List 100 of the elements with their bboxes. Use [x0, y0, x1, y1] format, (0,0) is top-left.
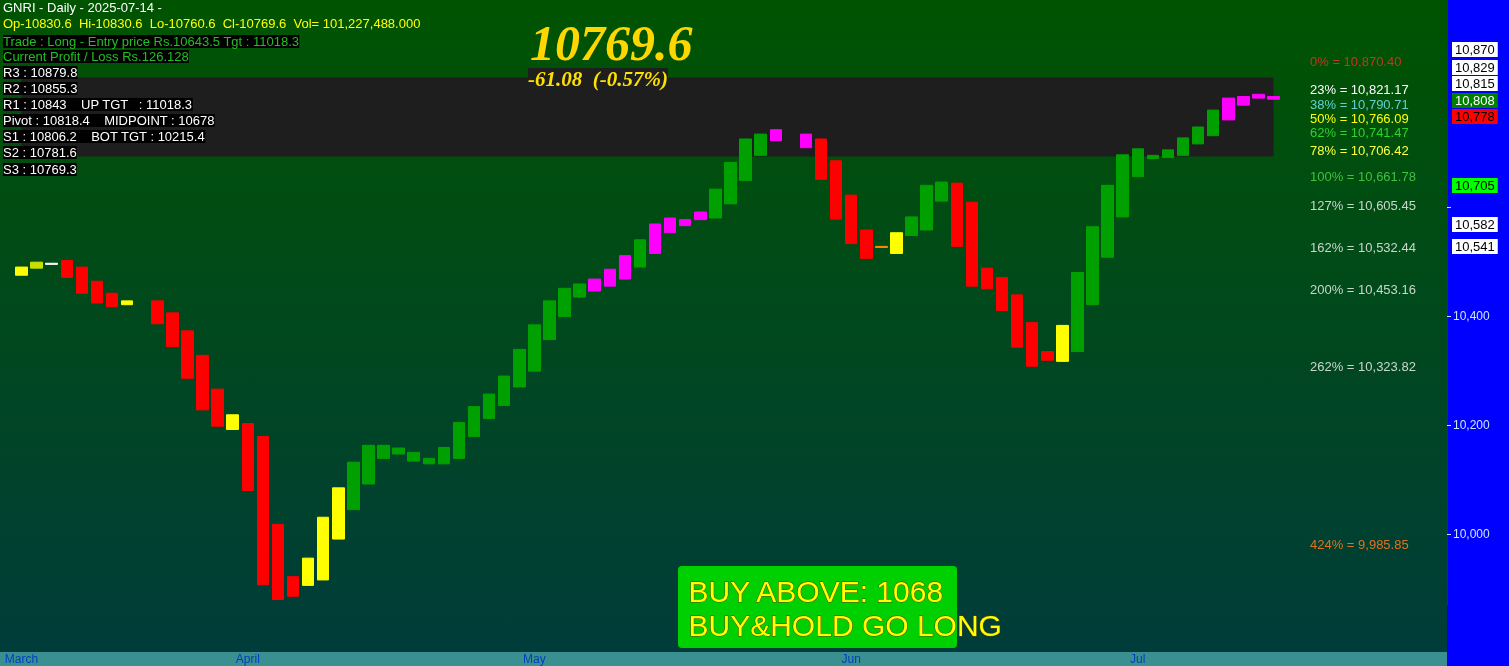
annotation: 424% = 9,985.85 — [1310, 537, 1409, 552]
annotation: R3 : 10879.8 — [3, 65, 78, 80]
x-tick-label: Jun — [841, 652, 861, 666]
candlestick — [272, 523, 284, 601]
candlestick — [1116, 154, 1129, 218]
candlestick — [1011, 294, 1023, 348]
x-tick-label: March — [4, 652, 39, 666]
y-tick-label: 10,000 — [1453, 527, 1491, 542]
candlestick — [709, 188, 722, 219]
annotation: 78% = 10,706.42 — [1310, 143, 1409, 158]
annotation: Current Profit / Loss Rs.126.128 — [3, 49, 189, 64]
candlestick — [996, 276, 1008, 312]
annotation: 50% = 10,766.09 — [1310, 111, 1409, 126]
candlestick — [15, 266, 28, 276]
candlestick — [1147, 154, 1159, 160]
candlestick — [966, 201, 978, 287]
candlestick — [815, 138, 827, 180]
candlestick — [981, 267, 993, 290]
text: 10,815 — [1455, 76, 1495, 91]
text: 10,778 — [1455, 109, 1495, 124]
candlestick — [875, 245, 888, 248]
annotation: R1 : 10843 UP TGT : 11018.3 — [3, 97, 193, 112]
text: 10,808 — [1455, 93, 1495, 108]
candlestick — [920, 184, 933, 231]
candlestick — [196, 354, 209, 411]
candlestick — [845, 194, 857, 245]
candlestick — [1222, 97, 1235, 121]
candlestick — [1207, 109, 1219, 137]
candlestick — [724, 161, 737, 205]
x-tick-label: May — [523, 652, 546, 666]
candlestick — [1026, 322, 1038, 367]
candlestick — [739, 138, 752, 181]
candlestick — [543, 300, 556, 341]
candlestick — [619, 255, 631, 280]
annotation: BUY ABOVE: 1068 — [688, 575, 944, 608]
candlestick — [407, 451, 420, 462]
x-tick-label: Jul — [1130, 652, 1146, 666]
candlestick — [151, 300, 164, 325]
candlestick — [1162, 149, 1174, 159]
candlestick — [649, 223, 661, 254]
candlestick — [604, 268, 616, 287]
candlestick — [800, 133, 812, 149]
candlestick — [1071, 272, 1084, 353]
candlestick — [423, 457, 435, 465]
text: 10,705 — [1455, 178, 1495, 193]
annotation: S2 : 10781.6 — [3, 145, 77, 160]
annotation: 62% = 10,741.47 — [1310, 125, 1409, 140]
annotation: R2 : 10855.3 — [3, 81, 78, 96]
candlestick — [573, 283, 586, 298]
candlestick — [679, 219, 691, 227]
candlestick — [1132, 148, 1144, 178]
annotation: S1 : 10806.2 BOT TGT : 10215.4 — [3, 129, 205, 144]
candlestick — [1237, 95, 1250, 106]
candlestick — [1192, 126, 1204, 145]
candlestick — [257, 436, 269, 586]
annotation: 38% = 10,790.71 — [1310, 97, 1409, 112]
candlestick — [1056, 324, 1069, 362]
annotation: -61.08 (-0.57%) — [528, 66, 668, 91]
candlestick — [483, 393, 495, 420]
annotation: 200% = 10,453.16 — [1310, 282, 1416, 297]
candlestick — [317, 516, 329, 581]
candlestick — [45, 262, 58, 265]
candlestick — [242, 423, 254, 492]
candlestick — [664, 217, 676, 234]
candlestick — [106, 292, 118, 308]
candlestick — [770, 129, 782, 142]
candlestick — [287, 576, 299, 597]
candlestick — [694, 211, 707, 221]
annotation: 100% = 10,661.78 — [1310, 169, 1416, 184]
candlestick — [905, 216, 918, 236]
candlestick — [226, 414, 239, 430]
candlestick — [935, 181, 948, 202]
candlestick — [513, 348, 526, 388]
candlestick — [558, 287, 571, 318]
text: Op-10830.6 Hi-10830.6 Lo-10760.6 Cl-10769.6 Vol= 101,227,488.000 — [3, 16, 421, 31]
annotation: Pivot : 10818.4 MIDPOINT : 10678 — [3, 113, 215, 128]
candlestick — [181, 330, 194, 379]
annotation: 262% = 10,323.82 — [1310, 359, 1416, 374]
candlestick — [302, 557, 314, 586]
y-tick-label: 10,200 — [1453, 418, 1491, 433]
candlestick — [453, 421, 465, 459]
annotation: 0% = 10,870.40 — [1310, 54, 1402, 69]
candlestick — [1041, 351, 1054, 361]
candlestick — [166, 312, 179, 348]
candlestick — [30, 261, 43, 269]
candlestick — [347, 461, 360, 511]
x-tick-label: April — [235, 652, 260, 666]
candlestick — [332, 487, 345, 540]
candlestick — [1267, 95, 1280, 100]
candlestick — [76, 266, 88, 294]
annotation: S3 : 10769.3 — [3, 162, 77, 177]
annotation: Trade : Long - Entry price Rs.10643.5 Tgt : 11018.3 — [3, 34, 300, 49]
candlestick — [588, 278, 601, 292]
chart-title: GNRI - Daily - 2025-07-14 - — [3, 0, 162, 15]
candlestick — [498, 375, 510, 407]
candlestick — [1101, 184, 1114, 258]
candlestick — [528, 324, 541, 372]
annotation: 162% = 10,532.44 — [1310, 240, 1416, 255]
candlestick — [211, 388, 224, 427]
annotation: 127% = 10,605.45 — [1310, 198, 1416, 213]
